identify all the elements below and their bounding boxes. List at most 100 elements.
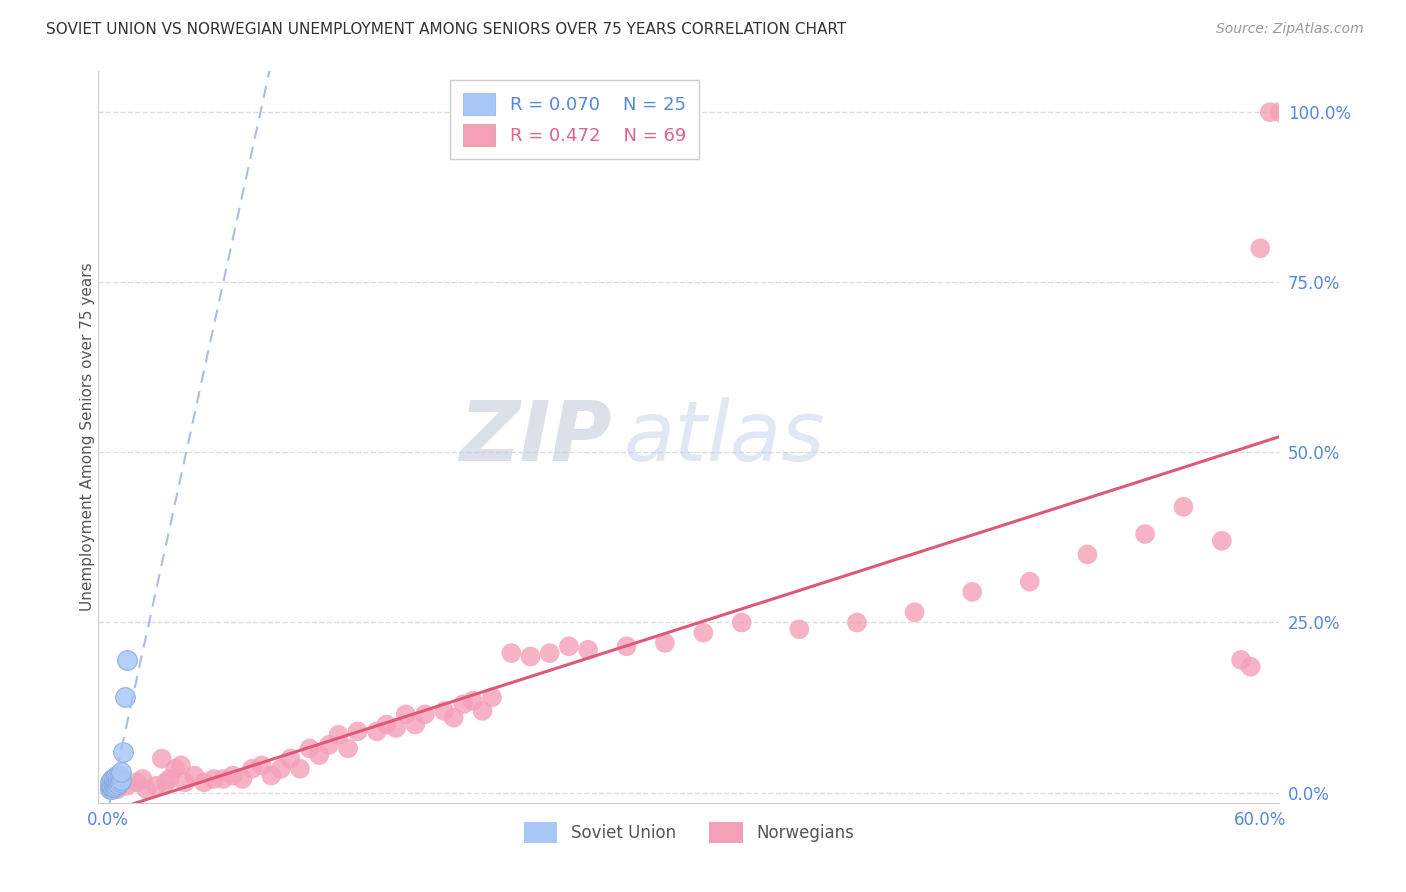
Point (654, 636, 676, 650)
Point (346, 724, 368, 739)
Point (846, 615, 869, 630)
Point (1306, 670, 1329, 684)
Point (298, 741, 321, 756)
Point (328, 728, 350, 742)
Point (385, 721, 408, 735)
Point (404, 717, 426, 731)
Point (112, 745, 135, 759)
Point (104, 768, 127, 782)
Point (110, 773, 132, 788)
Point (1268, 105, 1291, 120)
Point (131, 772, 153, 786)
Point (107, 777, 129, 791)
Point (481, 690, 503, 705)
Point (461, 694, 484, 708)
Point (471, 704, 494, 718)
Point (789, 622, 811, 636)
Point (135, 782, 157, 797)
Point (108, 775, 131, 789)
Y-axis label: Unemployment Among Seniors over 75 years: Unemployment Among Seniors over 75 years (80, 263, 94, 611)
Point (1076, 548, 1098, 562)
Point (165, 762, 187, 776)
Point (731, 615, 754, 630)
Text: ZIP: ZIP (460, 397, 612, 477)
Point (173, 775, 195, 789)
Point (108, 768, 131, 782)
Point (101, 782, 124, 797)
Point (202, 772, 225, 786)
Point (260, 768, 283, 782)
Point (375, 717, 398, 731)
Point (1288, 248, 1310, 262)
Point (101, 779, 124, 793)
Point (104, 773, 127, 788)
Point (107, 782, 129, 797)
Point (1211, 533, 1233, 548)
Text: atlas: atlas (624, 397, 825, 477)
Point (125, 775, 148, 789)
Point (103, 780, 125, 794)
Point (101, 780, 124, 794)
Legend: Soviet Union, Norwegians: Soviet Union, Norwegians (517, 815, 860, 849)
Point (1249, 241, 1271, 255)
Point (453, 697, 475, 711)
Point (616, 640, 638, 654)
Point (538, 646, 561, 660)
Point (1258, 105, 1281, 120)
Point (101, 772, 124, 786)
Point (107, 768, 129, 782)
Point (98, 779, 121, 793)
Point (903, 605, 925, 619)
Text: SOVIET UNION VS NORWEGIAN UNEMPLOYMENT AMONG SENIORS OVER 75 YEARS CORRELATION C: SOVIET UNION VS NORWEGIAN UNEMPLOYMENT A… (46, 22, 846, 37)
Point (1240, 659, 1263, 673)
Point (110, 765, 132, 780)
Point (960, 585, 983, 599)
Point (103, 772, 125, 786)
Point (270, 762, 292, 776)
Point (145, 779, 167, 793)
Point (150, 751, 173, 765)
Point (222, 768, 245, 782)
Point (692, 625, 714, 640)
Point (1173, 500, 1195, 514)
Point (170, 758, 193, 772)
Point (250, 758, 273, 772)
Point (98, 782, 121, 797)
Point (501, 646, 523, 660)
Point (114, 690, 136, 705)
Point (395, 707, 418, 722)
Point (1278, 112, 1301, 126)
Point (443, 711, 465, 725)
Text: Source: ZipAtlas.com: Source: ZipAtlas.com (1216, 22, 1364, 37)
Point (288, 762, 311, 776)
Point (98, 775, 121, 789)
Point (107, 773, 129, 788)
Point (1133, 527, 1156, 541)
Point (155, 775, 177, 789)
Point (1018, 574, 1040, 589)
Point (519, 649, 541, 664)
Point (115, 779, 138, 793)
Point (183, 768, 205, 782)
Point (103, 775, 125, 789)
Point (308, 748, 330, 763)
Point (240, 762, 263, 776)
Point (433, 704, 456, 718)
Point (1230, 653, 1253, 667)
Point (280, 751, 302, 765)
Point (576, 642, 599, 657)
Point (103, 777, 125, 791)
Point (337, 741, 360, 756)
Point (366, 724, 388, 739)
Point (231, 772, 253, 786)
Point (104, 779, 127, 793)
Point (413, 707, 436, 722)
Point (558, 640, 581, 654)
Point (104, 775, 127, 789)
Point (193, 775, 215, 789)
Point (115, 653, 138, 667)
Point (318, 738, 340, 752)
Point (212, 772, 235, 786)
Point (159, 772, 181, 786)
Point (1296, 653, 1319, 667)
